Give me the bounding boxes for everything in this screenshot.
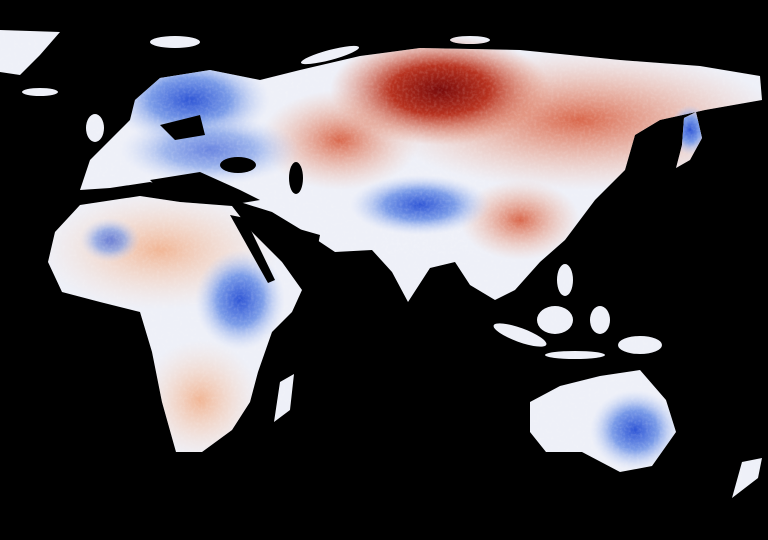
persian-gulf <box>285 225 320 245</box>
caspian-sea <box>289 162 303 194</box>
mediterranean <box>150 172 260 205</box>
baltic-sea <box>160 115 205 140</box>
red-sea <box>230 215 275 283</box>
black-sea <box>220 157 256 173</box>
